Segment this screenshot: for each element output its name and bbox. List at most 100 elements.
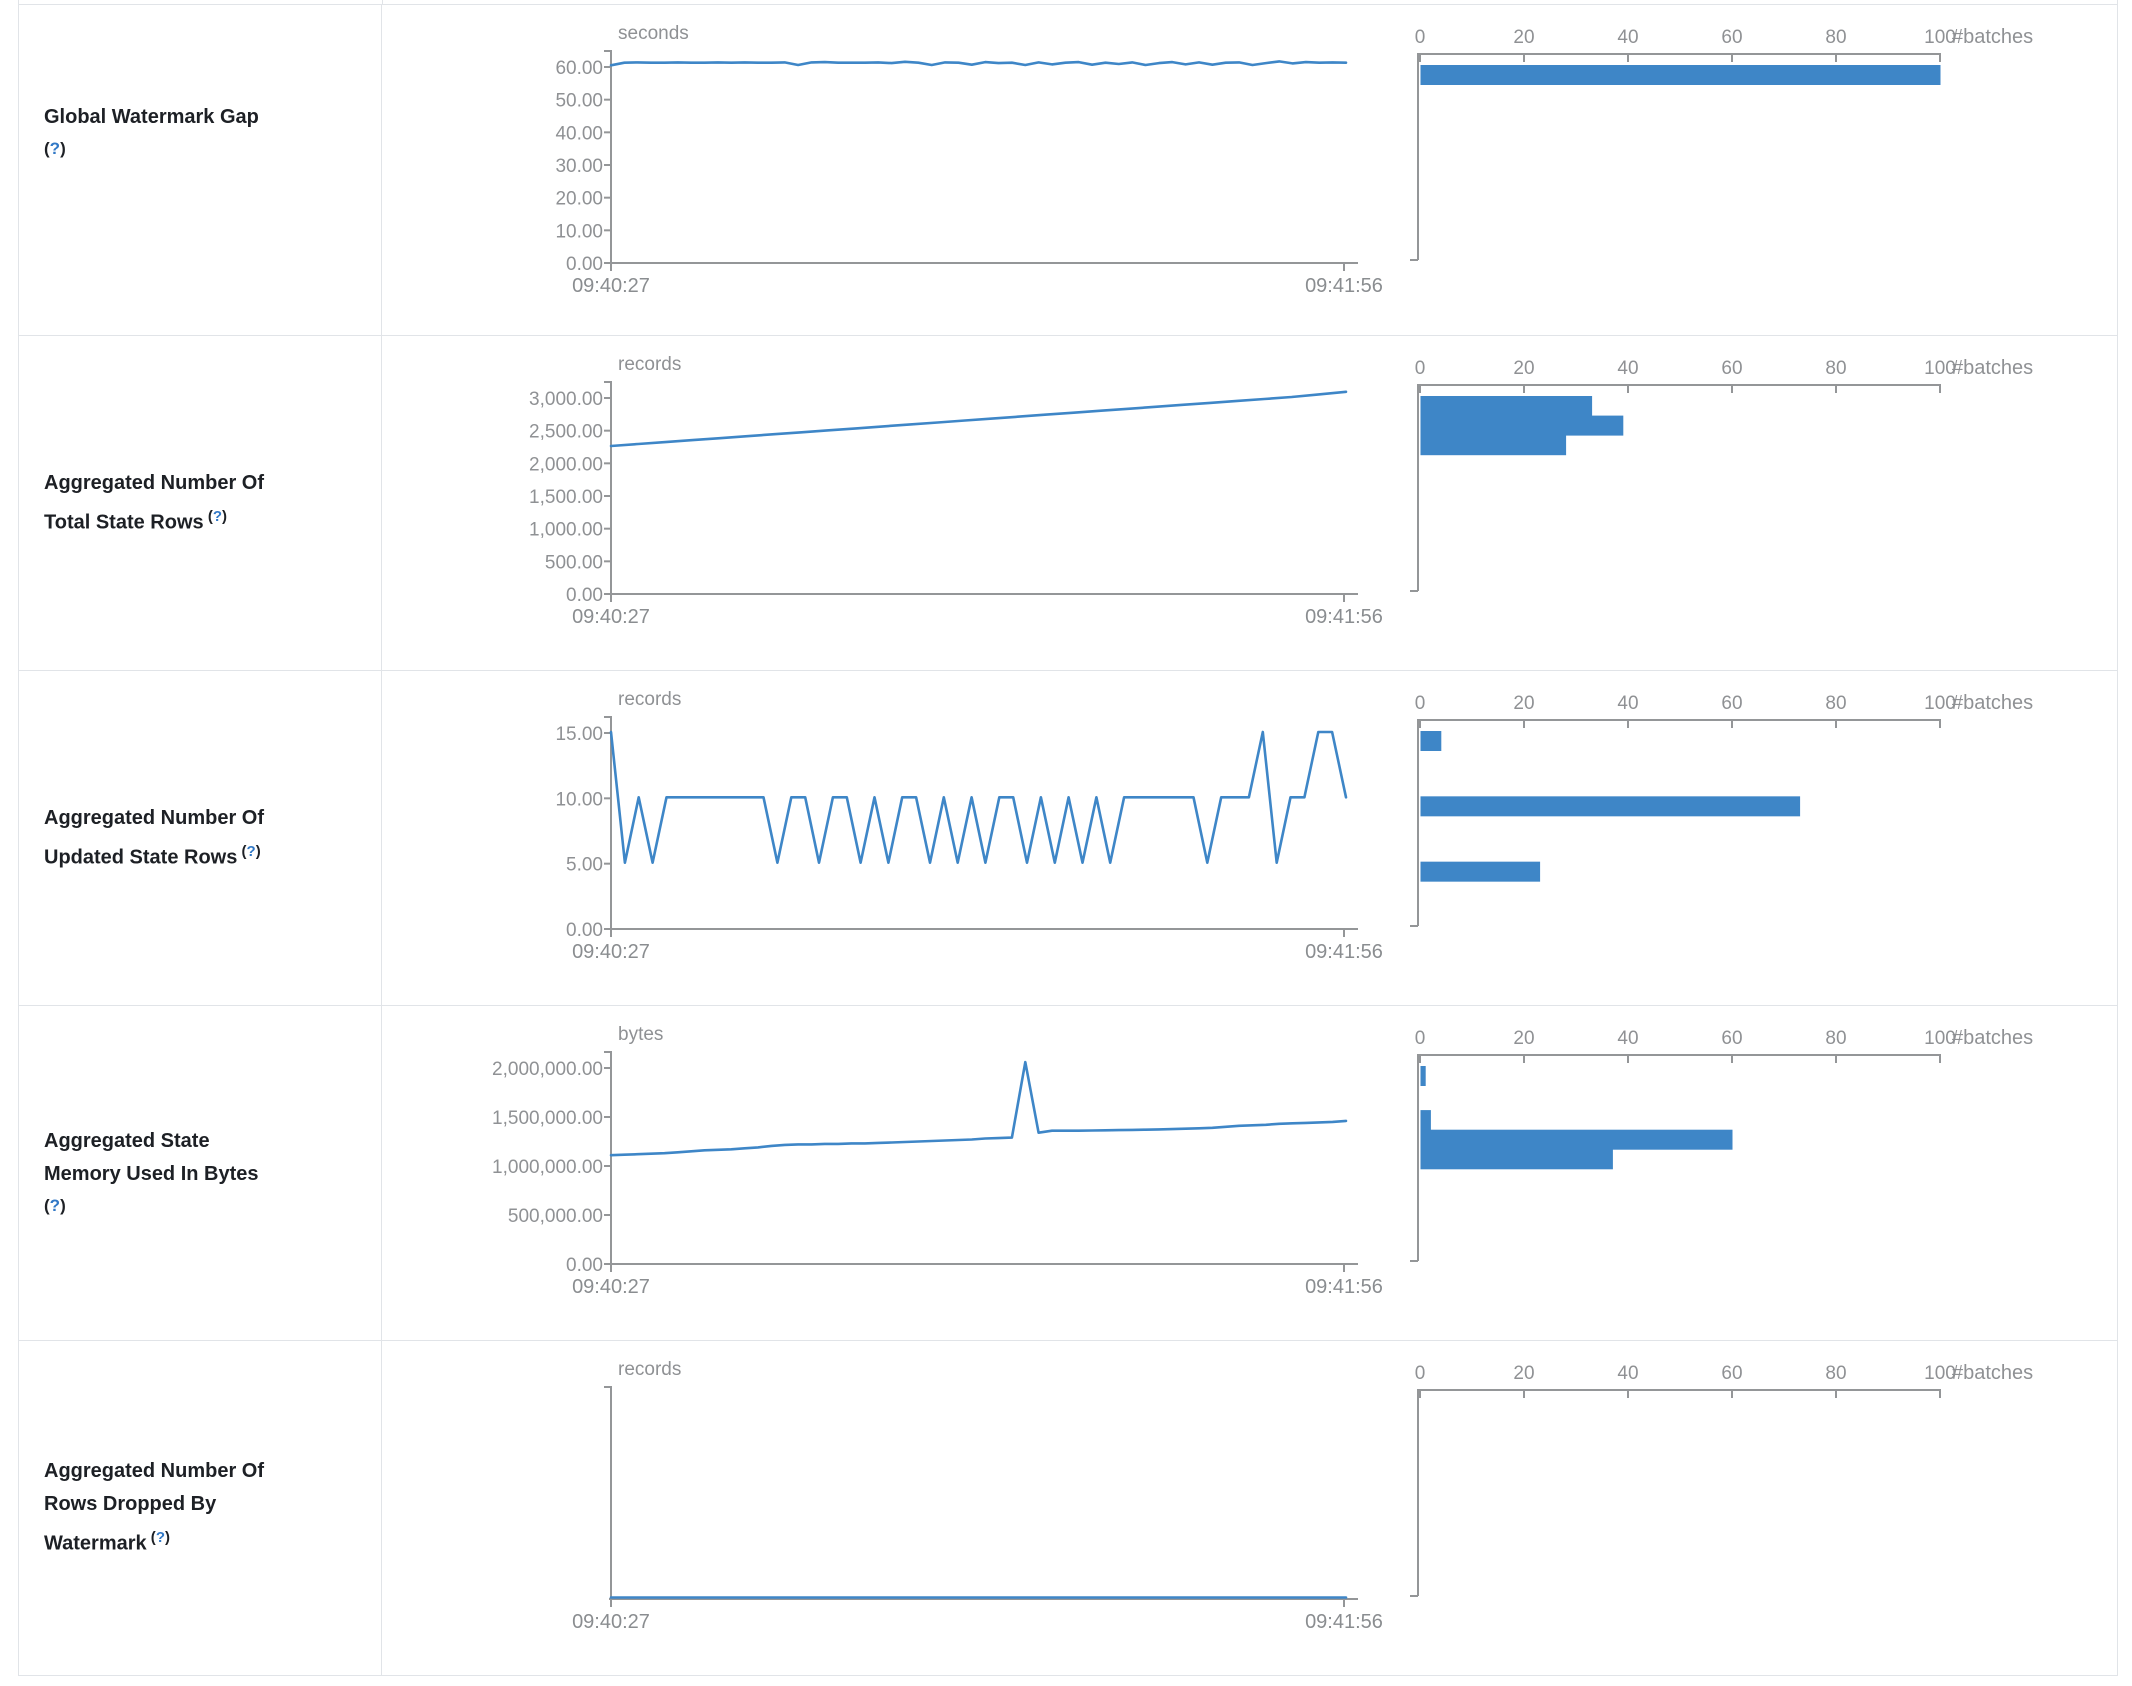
histogram-x-tick-label: 60 [1721,27,1742,48]
question-mark-icon: ? [49,1196,61,1215]
histogram-x-tick-label: 80 [1825,358,1846,379]
timeline-y-tick-label: 500,000.00 [508,1206,603,1227]
histogram-x-tick-label: 0 [1415,1363,1426,1384]
metric-label-text: Updated State Rows (?) [44,842,261,869]
histogram-x-tick-label: 20 [1513,27,1534,48]
histogram-x-tick-label: 40 [1617,1028,1638,1049]
question-mark-icon: ? [212,507,222,525]
histogram-x-tick-label: 20 [1513,358,1534,379]
histogram-x-tick-label: 40 [1617,358,1638,379]
streaming-statistics-table: Global Watermark Gap (?) seconds 60.00 50.00… [18,4,2118,1676]
timeline-y-tick-label: 3,000.00 [529,389,603,410]
timeline-y-tick-label: 60.00 [555,58,603,79]
timeline-y-tick-label: 0.00 [566,1255,603,1276]
timeline-line [609,1060,1348,1157]
timeline-y-tick-label: 1,000,000.00 [492,1157,603,1178]
histogram-x-tick-label: 60 [1721,358,1742,379]
metric-label-cell: Aggregated Number Of Total State Rows (?) [19,336,382,670]
histogram-x-tick-label: 20 [1513,1363,1534,1384]
histogram-bar [1420,1066,1426,1086]
histogram-x-tick-label: 40 [1617,693,1638,714]
metric-label-text: Watermark (?) [44,1529,170,1555]
histogram-x-tick-label: 40 [1617,1363,1638,1384]
timeline-y-tick-label: 1,000.00 [529,520,603,541]
timeline-start-time-label: 09:40:27 [572,606,650,628]
timeline-y-tick-label: 40.00 [555,123,603,144]
timeline-line [609,390,1348,448]
timeline-and-histogram-chart: bytes 2,000,000.00 1,500,000.00 1,000,000.0… [492,1024,2033,1298]
metric-label-text: Global Watermark Gap [44,106,259,128]
histogram-bar [1420,796,1801,817]
metric-label-text: Aggregated Number Of [44,471,265,494]
question-mark-icon: ? [155,1529,165,1547]
metric-row-aggregated-number-of-rows-dropped-by-watermark: Aggregated Number Of Rows Dropped By Water… [19,1341,2117,1675]
timeline-y-tick-label: 1,500.00 [529,487,603,508]
histogram-unit-label: #batches [1952,26,2033,48]
histogram-x-tick-label: 100 [1924,27,1956,48]
timeline-start-time-label: 09:40:27 [572,941,650,963]
histogram-x-tick-label: 20 [1513,693,1534,714]
metric-row-aggregated-state-memory-used-in-bytes: Aggregated State Memory Used In Bytes (?) b… [19,1006,2117,1341]
timeline-line [609,730,1348,864]
chart-cell: records 3,000.00 2,500.00 2,000.00 1,500.00 1… [382,336,2117,670]
help-link[interactable]: (?) [146,1529,170,1547]
timeline-start-time-label: 09:40:27 [572,1276,650,1298]
histogram-x-tick-label: 100 [1924,358,1956,379]
histogram-bar [1420,415,1624,436]
help-link[interactable]: (?) [44,1196,66,1215]
timeline-y-tick-label: 50.00 [555,91,603,112]
histogram-x-tick-label: 0 [1415,1028,1426,1049]
metric-row-aggregated-number-of-updated-state-rows: Aggregated Number Of Updated State Rows (… [19,671,2117,1006]
timeline-start-time-label: 09:40:27 [572,1611,650,1633]
help-link[interactable]: (?) [237,842,261,860]
histogram-unit-label: #batches [1952,692,2033,714]
timeline-y-tick-label: 0.00 [566,920,603,941]
histogram-bar [1420,65,1941,85]
histogram-x-tick-label: 100 [1924,1363,1956,1384]
histogram-bar [1420,731,1442,751]
metric-label-text: Aggregated Number Of [44,1460,265,1483]
timeline-y-tick-label: 10.00 [555,789,603,810]
metric-label-text: Aggregated State [44,1130,210,1152]
histogram-x-tick-label: 80 [1825,1028,1846,1049]
histogram-x-tick-label: 80 [1825,693,1846,714]
histogram-x-tick-label: 80 [1825,27,1846,48]
histogram-unit-label: #batches [1952,1362,2033,1384]
table-top-sliver-right-border [2117,0,2118,4]
timeline-end-time-label: 09:41:56 [1305,1276,1383,1298]
metric-label-text: Memory Used In Bytes [44,1163,259,1185]
histogram-x-tick-label: 80 [1825,1363,1846,1384]
timeline-end-time-label: 09:41:56 [1305,606,1383,628]
help-link[interactable]: (?) [203,507,227,525]
metric-label-text: Rows Dropped By [44,1493,217,1516]
help-link[interactable]: (?) [44,139,66,158]
metric-label-cell: Aggregated Number Of Updated State Rows (… [19,671,382,1005]
histogram-x-tick-label: 0 [1415,27,1426,48]
timeline-y-tick-label: 0.00 [566,585,603,606]
histogram-unit-label: #batches [1952,357,2033,379]
histogram-bar [1420,1110,1431,1131]
chart-unit-label: records [618,1359,681,1380]
timeline-y-tick-label: 30.00 [555,156,603,177]
metric-row-global-watermark-gap: Global Watermark Gap (?) seconds 60.00 50.00… [19,5,2117,336]
chart-cell: records 15.00 10.00 5.00 0.00 09:40:27 09:41:5… [382,671,2117,1005]
histogram-x-tick-label: 20 [1513,1028,1534,1049]
metric-row-aggregated-number-of-total-state-rows: Aggregated Number Of Total State Rows (?)… [19,336,2117,671]
chart-unit-label: bytes [618,1024,663,1045]
timeline-start-time-label: 09:40:27 [572,275,650,297]
chart-unit-label: records [618,689,681,710]
timeline-line [609,60,1348,67]
timeline-y-tick-label: 500.00 [545,552,603,573]
chart-cell: records 09:40:27 09:41:56 0 20 40 60 80 100 #batc… [382,1341,2117,1675]
histogram-x-tick-label: 60 [1721,1363,1742,1384]
timeline-end-time-label: 09:41:56 [1305,275,1383,297]
histogram-bar [1420,861,1541,882]
question-mark-icon: ? [49,139,61,158]
metric-label-cell: Global Watermark Gap (?) [19,5,382,335]
histogram-x-tick-label: 0 [1415,693,1426,714]
timeline-y-tick-label: 5.00 [566,855,603,876]
timeline-and-histogram-chart: seconds 60.00 50.00 40.00 30.00 20.00 10.00 0.0… [555,23,2033,297]
question-mark-icon: ? [246,842,256,860]
chart-cell: seconds 60.00 50.00 40.00 30.00 20.00 10.00 0.0… [382,5,2117,335]
histogram-bar [1420,1149,1613,1170]
